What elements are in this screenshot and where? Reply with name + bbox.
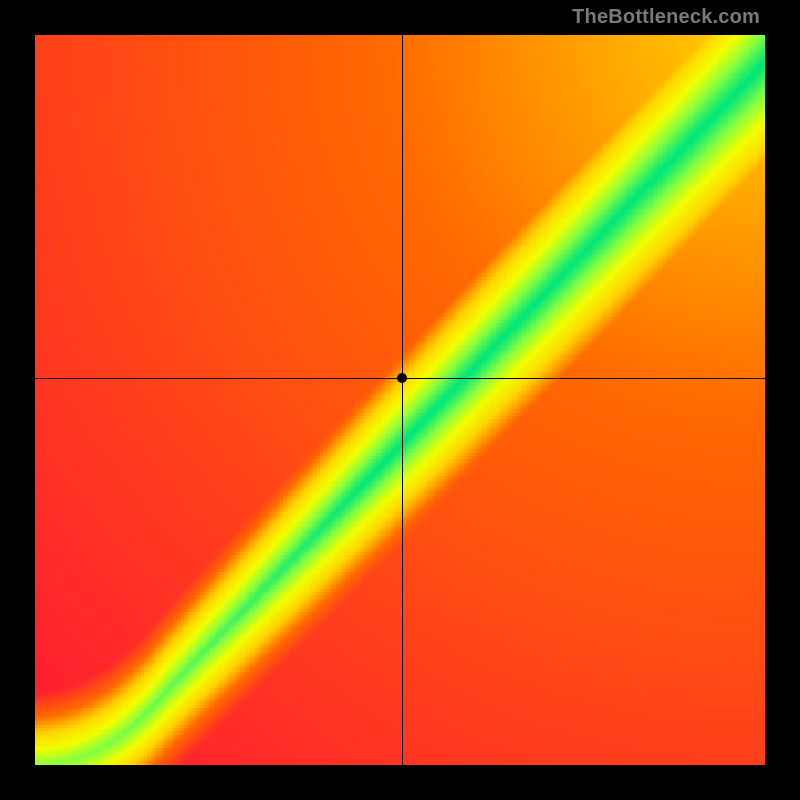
figure-frame: TheBottleneck.com [0, 0, 800, 800]
watermark-text: TheBottleneck.com [572, 6, 760, 29]
heatmap-canvas [35, 35, 765, 765]
heatmap-plot [35, 35, 765, 765]
